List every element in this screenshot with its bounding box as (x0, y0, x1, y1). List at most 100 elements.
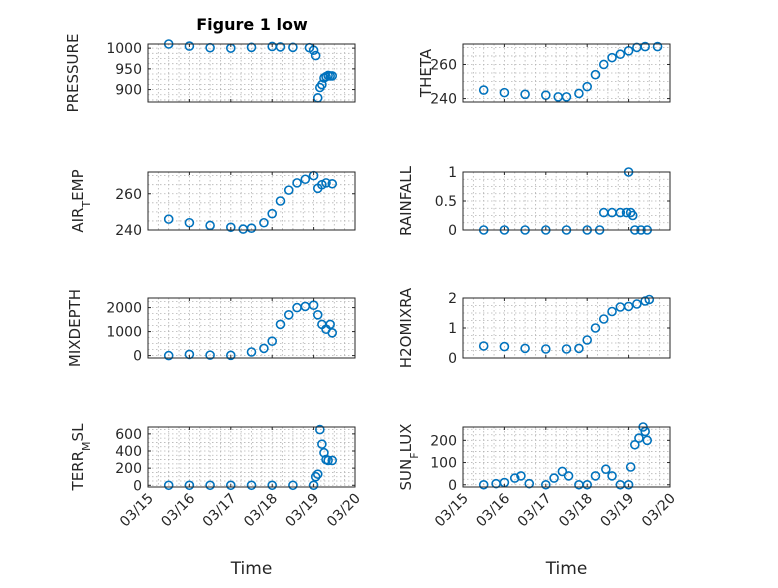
data-point (499, 87, 510, 98)
y-tick-label: 240 (430, 92, 457, 108)
subplot-6: 0 1 2 H2OMIXRA (397, 287, 671, 368)
ylabel-2: THETA (417, 48, 435, 98)
data-point (598, 314, 609, 324)
data-point (310, 471, 321, 482)
x-tick-label: 03/20 (324, 491, 364, 531)
data-point (246, 347, 257, 357)
y-tick-label: 260 (115, 187, 142, 203)
data-point (308, 300, 319, 311)
data-point (561, 92, 572, 102)
data-point (478, 479, 489, 490)
x-tick-label: 03/15 (432, 491, 472, 531)
data-point (582, 81, 593, 92)
y-tick-label: 2000 (106, 301, 142, 317)
y-tick-label: 0 (448, 478, 457, 494)
x-axis-label: Time (545, 559, 588, 579)
data-point (582, 335, 593, 345)
y-tick-label: 2 (448, 291, 457, 307)
data-point (478, 85, 489, 95)
data-point (267, 336, 278, 347)
axes-box (462, 43, 671, 103)
x-tick-label: 03/16 (158, 490, 198, 530)
data-point (259, 217, 269, 228)
data-point (632, 299, 642, 309)
data-point (549, 473, 559, 483)
subplot-8: 03/15 03/16 03/17 03/18 03/19 03/20 0 100 200 SUN… (397, 422, 679, 579)
data-point (590, 323, 601, 333)
subplot-1: 900 950 1000 PRESSURE (64, 34, 356, 113)
data-point (601, 464, 611, 475)
x-tick-label: 03/18 (241, 491, 281, 531)
y-tick-label: 260 (430, 57, 457, 73)
data-point (226, 350, 236, 361)
data-point (317, 439, 327, 449)
data-point (205, 480, 215, 491)
data-point (288, 480, 298, 491)
data-point (607, 306, 617, 317)
data-point (625, 462, 636, 472)
data-point (634, 433, 644, 443)
data-point (275, 319, 286, 330)
axes-box (147, 426, 356, 488)
data-point (184, 480, 195, 491)
x-tick-label: 03/17 (200, 491, 240, 531)
data-point (163, 214, 174, 224)
y-tick-label: 400 (115, 444, 142, 460)
ylabel-7: TERRMSL (69, 423, 93, 492)
data-point (275, 196, 286, 206)
subplot-4: 0 0.5 1 RAINFALL (397, 165, 671, 239)
data-point (259, 343, 269, 354)
figure-title: Figure 1 low (196, 15, 308, 34)
data-point (557, 466, 568, 477)
y-tick-label: 950 (115, 62, 142, 78)
data-point (163, 350, 174, 361)
data-point (590, 69, 601, 80)
y-tick-label: 1000 (106, 325, 142, 341)
y-tick-label: 0 (133, 349, 142, 365)
axes-box (462, 426, 671, 488)
data-point (246, 223, 257, 233)
data-point (540, 479, 551, 490)
data-point (163, 480, 174, 491)
data-point (642, 435, 653, 446)
axes-box (147, 297, 356, 359)
data-point (327, 327, 338, 338)
data-point (590, 471, 601, 481)
data-point (623, 479, 634, 490)
data-point (205, 220, 215, 231)
axes-box (147, 43, 356, 103)
y-tick-label: 600 (115, 427, 142, 443)
data-point (499, 341, 510, 352)
ylabel-1: PRESSURE (64, 34, 82, 113)
data-point (267, 480, 278, 491)
data-point (288, 42, 298, 53)
y-tick-label: 0 (448, 223, 457, 239)
data-point (644, 294, 655, 305)
data-point (615, 207, 626, 218)
ylabel-5: MIXDEPTH (66, 289, 84, 367)
data-point (321, 178, 331, 188)
data-point (478, 341, 489, 351)
x-tick-label: 03/19 (283, 491, 323, 531)
data-point (607, 471, 617, 481)
subplot-3: 240 260 AIRTEMP (69, 169, 356, 239)
data-point (623, 301, 634, 312)
ylabel-4: RAINFALL (397, 165, 415, 236)
x-tick-label: 03/18 (556, 491, 596, 531)
y-tick-label: 0 (448, 351, 457, 367)
y-tick-label: 200 (430, 433, 457, 449)
data-point (283, 185, 294, 195)
data-point (524, 478, 535, 489)
data-point (310, 50, 321, 61)
subplot-5: 0 1000 2000 MIXDEPTH (66, 289, 356, 367)
data-point (516, 471, 526, 481)
x-axis-label: Time (230, 559, 273, 579)
data-point (574, 343, 584, 354)
data-point (312, 469, 323, 479)
data-point (540, 344, 551, 354)
data-point (509, 473, 520, 483)
ylabel-3: AIRTEMP (69, 169, 93, 232)
data-point (615, 49, 626, 60)
data-point (323, 455, 333, 466)
